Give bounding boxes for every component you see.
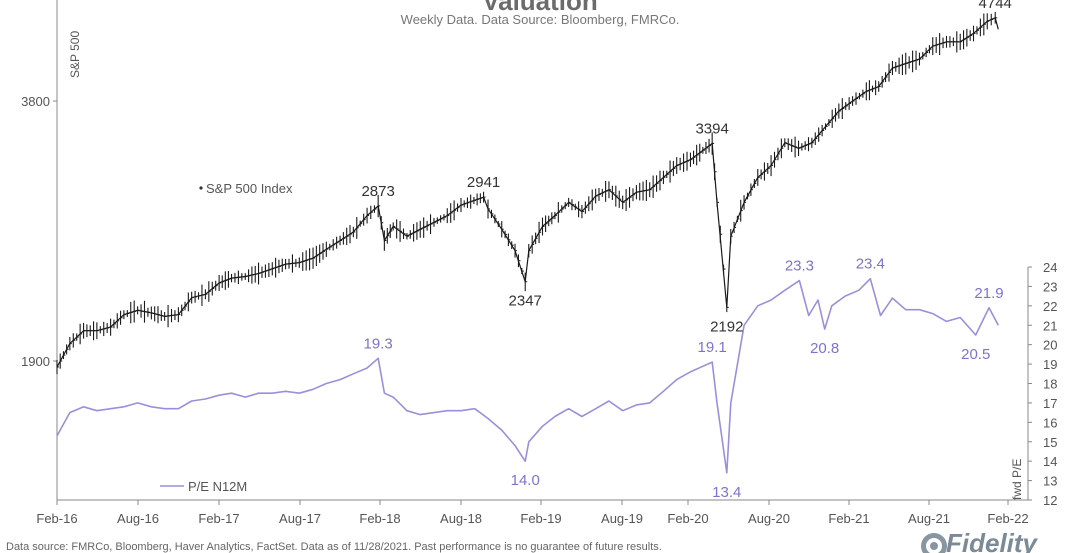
spx-series-line	[56, 16, 999, 368]
spx-annotation-label: 2347	[509, 293, 542, 310]
x-tick-label: Aug-20	[748, 511, 790, 526]
footer-source: Data source: FMRCo, Bloomberg, Haver Ana…	[6, 541, 662, 553]
right-tick-label: 13	[1043, 474, 1057, 489]
spx-annotation-label: 2941	[467, 174, 500, 191]
pe-annotation-label: 19.1	[698, 339, 727, 356]
right-tick-label: 12	[1043, 493, 1057, 508]
pe-annotation-label: 14.0	[511, 472, 540, 489]
right-tick-label: 19	[1043, 357, 1057, 372]
x-tick-label: Aug-18	[440, 511, 482, 526]
x-tick-label: Aug-17	[279, 511, 321, 526]
pe-series-line	[56, 277, 1000, 474]
fidelity-logo-text: Fidelity	[946, 530, 1038, 553]
legend-spx-marker	[199, 186, 203, 190]
legend-spx-label: S&P 500 Index	[206, 181, 293, 196]
x-tick-label: Feb-17	[198, 511, 239, 526]
x-tick-label: Feb-16	[36, 511, 77, 526]
x-tick-label: Feb-20	[667, 511, 708, 526]
pe-annotation-label: 23.3	[785, 258, 814, 275]
legend-pe-label: P/E N12M	[188, 479, 248, 494]
x-tick-label: Aug-21	[908, 511, 950, 526]
right-tick-label: 22	[1043, 299, 1057, 314]
x-tick-label: Feb-21	[828, 511, 869, 526]
x-tick-label: Aug-16	[117, 511, 159, 526]
pe-annotation-label: 13.4	[712, 484, 741, 501]
spx-annotation-label: 4744	[979, 0, 1012, 12]
left-tick-label: 1900	[21, 354, 50, 369]
spx-annotation-label: 2873	[361, 183, 394, 200]
right-tick-label: 21	[1043, 318, 1057, 333]
spx-annotation-label: 2192	[710, 318, 743, 335]
right-tick-label: 16	[1043, 415, 1057, 430]
right-tick-label: 15	[1043, 435, 1057, 450]
x-tick-label: Feb-18	[359, 511, 400, 526]
fidelity-logo-icon	[921, 533, 947, 553]
chart-title: Valuation	[482, 0, 598, 16]
right-tick-label: 14	[1043, 454, 1057, 469]
right-tick-label: 20	[1043, 338, 1057, 353]
x-tick-label: Feb-19	[520, 511, 561, 526]
left-tick-label: 3800	[21, 94, 50, 109]
fidelity-logo: Fidelity	[918, 530, 1078, 553]
right-tick-label: 17	[1043, 396, 1057, 411]
spx-annotation-label: 3394	[695, 120, 728, 137]
chart-subtitle: Weekly Data. Data Source: Bloomberg, FMR…	[400, 12, 680, 27]
pe-annotation-label: 19.3	[364, 335, 393, 352]
x-tick-label: Feb-22	[987, 511, 1028, 526]
right-tick-label: 24	[1043, 260, 1057, 275]
right-axis-title: fwd P/E	[1010, 459, 1024, 500]
left-axis-title: S&P 500	[68, 31, 82, 78]
pe-annotation-label: 20.8	[810, 340, 839, 357]
pe-annotation-label: 21.9	[974, 285, 1003, 302]
pe-annotation-label: 23.4	[856, 256, 885, 273]
right-tick-label: 23	[1043, 279, 1057, 294]
x-tick-label: Aug-19	[601, 511, 643, 526]
pe-annotation-label: 20.5	[961, 346, 990, 363]
right-tick-label: 18	[1043, 377, 1057, 392]
